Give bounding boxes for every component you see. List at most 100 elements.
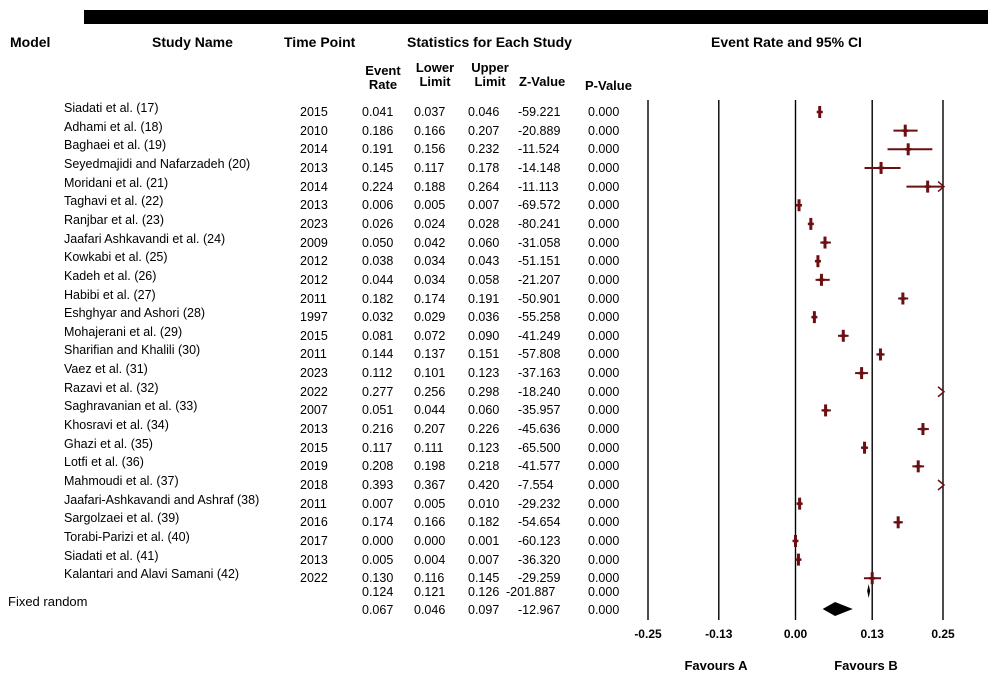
study-year: 2011 (300, 347, 327, 362)
lower-limit-cell: 0.034 (414, 272, 446, 287)
p-value-cell: 0.000 (588, 366, 620, 381)
study-year: 2012 (300, 272, 328, 287)
lower-limit-cell: 0.004 (414, 552, 446, 567)
z-value-cell: -41.249 (518, 328, 561, 343)
study-year: 2015 (300, 105, 328, 119)
event-rate-header-line1: Event (365, 63, 401, 78)
study-year: 2019 (300, 459, 328, 474)
upper-limit-cell: 0.264 (468, 179, 500, 194)
upper-limit-cell: 0.191 (468, 291, 500, 306)
lower-limit-header-line2: Limit (419, 74, 451, 89)
study-name: Eshghyar and Ashori (28) (64, 306, 206, 321)
event-rate-cell: 0.006 (362, 198, 394, 213)
z-value-cell: -37.163 (518, 366, 561, 381)
study-year: 2022 (300, 571, 328, 586)
upper-limit-cell: 0.123 (468, 366, 500, 381)
event-rate-cell: 0.041 (362, 105, 394, 119)
study-name: Jaafari Ashkavandi et al. (24) (64, 231, 226, 246)
study-year: 2009 (300, 235, 328, 250)
z-value-cell: -65.500 (518, 440, 561, 455)
upper-limit-cell: 0.060 (468, 403, 500, 418)
study-name: Siadati et al. (17) (64, 101, 159, 115)
event-rate-header: Event Rate (360, 64, 406, 92)
lower-limit-cell: 0.024 (414, 216, 446, 231)
study-year: 2011 (300, 496, 327, 511)
upper-limit-cell: 0.207 (468, 123, 500, 138)
study-name: Habibi et al. (27) (64, 287, 156, 302)
p-value-cell: 0.000 (588, 291, 620, 306)
study-name: Lotfi et al. (36) (64, 455, 144, 470)
upper-limit-cell: 0.218 (468, 459, 500, 474)
lower-limit-cell: 0.367 (414, 478, 446, 492)
summary-lower-limit: 0.046 (414, 603, 446, 617)
lower-limit-cell: 0.188 (414, 179, 446, 194)
study-name: Jaafari-Ashkavandi and Ashraf (38) (64, 492, 260, 507)
event-rate-cell: 0.081 (362, 328, 394, 343)
event-rate-cell: 0.224 (362, 179, 394, 194)
upper-limit-cell: 0.232 (468, 142, 500, 157)
event-rate-cell: 0.000 (362, 533, 394, 548)
z-value-cell: -57.808 (518, 347, 561, 362)
z-value-cell: -31.058 (518, 235, 561, 250)
upper-limit-cell: 0.420 (468, 478, 500, 492)
study-name: Kadeh et al. (26) (64, 268, 157, 283)
p-value-cell: 0.000 (588, 105, 620, 119)
ci-header: Event Rate and 95% CI (711, 34, 862, 50)
study-name: Kowkabi et al. (25) (64, 250, 168, 265)
z-value-cell: -18.240 (518, 384, 561, 399)
z-value-cell: -35.957 (518, 403, 561, 418)
z-value-cell: -11.113 (518, 179, 559, 194)
lower-limit-cell: 0.037 (414, 105, 446, 119)
p-value-cell: 0.000 (588, 272, 620, 287)
event-rate-cell: 0.174 (362, 515, 394, 530)
z-value-header: Z-Value (519, 74, 566, 89)
event-rate-cell: 0.112 (362, 366, 393, 381)
lower-limit-cell: 0.029 (414, 310, 446, 325)
p-value-cell: 0.000 (588, 179, 620, 194)
top-bar (84, 10, 988, 24)
p-value-cell: 0.000 (588, 142, 620, 157)
event-rate-cell: 0.007 (362, 496, 394, 511)
stats-header: Statistics for Each Study (407, 34, 572, 50)
lower-limit-cell: 0.117 (414, 160, 445, 175)
summary-z-value: -201.887 (506, 585, 556, 599)
event-rate-cell: 0.191 (362, 142, 394, 157)
summary-event-rate: 0.124 (362, 585, 394, 599)
x-tick-label: 0.13 (861, 627, 885, 641)
summary-event-rate: 0.067 (362, 603, 394, 617)
study-name: Adhami et al. (18) (64, 119, 163, 134)
p-value-cell: 0.000 (588, 403, 620, 418)
p-value-cell: 0.000 (588, 459, 620, 474)
lower-limit-cell: 0.042 (414, 235, 446, 250)
study-year: 2011 (300, 291, 327, 306)
study-year: 2022 (300, 384, 328, 399)
summary-lower-limit: 0.121 (414, 585, 446, 599)
p-value-cell: 0.000 (588, 160, 620, 175)
event-rate-cell: 0.186 (362, 123, 394, 138)
lower-limit-cell: 0.034 (414, 254, 446, 269)
upper-limit-cell: 0.010 (468, 496, 500, 511)
z-value-cell: -60.123 (518, 533, 561, 548)
upper-limit-cell: 0.145 (468, 571, 500, 586)
lower-limit-cell: 0.207 (414, 422, 446, 437)
lower-limit-cell: 0.000 (414, 533, 446, 548)
ci-arrow (937, 386, 946, 398)
study-name: Baghaei et al. (19) (64, 138, 167, 153)
time-point-header: Time Point (284, 34, 356, 50)
z-value-cell: -7.554 (518, 478, 554, 492)
upper-limit-header: Upper Limit (464, 61, 516, 89)
lower-limit-cell: 0.137 (414, 347, 446, 362)
upper-limit-cell: 0.060 (468, 235, 500, 250)
p-value-cell: 0.000 (588, 347, 620, 362)
model-header: Model (10, 34, 51, 50)
upper-limit-header-line2: Limit (474, 74, 506, 89)
study-name: Mahmoudi et al. (37) (64, 474, 179, 488)
upper-limit-cell: 0.151 (468, 347, 500, 362)
upper-limit-cell: 0.007 (468, 198, 500, 213)
summary-diamond (867, 584, 871, 598)
ci-arrow (937, 479, 946, 491)
p-value-cell: 0.000 (588, 496, 620, 511)
upper-limit-cell: 0.298 (468, 384, 500, 399)
study-name: Sharifian and Khalili (30) (64, 343, 201, 358)
